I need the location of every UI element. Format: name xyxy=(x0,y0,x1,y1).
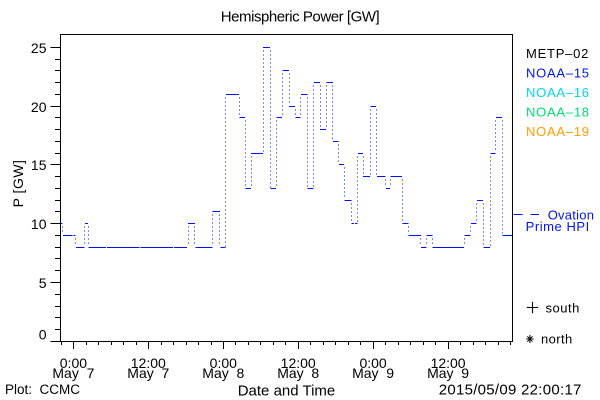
svg-text:May 8: May 8 xyxy=(277,365,319,381)
svg-text:Hemispheric Power [GW]: Hemispheric Power [GW] xyxy=(221,9,380,26)
svg-text:May 9: May 9 xyxy=(352,365,394,381)
svg-text:10: 10 xyxy=(31,216,47,232)
svg-text:25: 25 xyxy=(31,40,47,56)
svg-text:Date and Time: Date and Time xyxy=(238,383,336,400)
svg-text:NOAA–15: NOAA–15 xyxy=(526,66,590,81)
svg-text:5: 5 xyxy=(39,275,47,291)
svg-text:METP–02: METP–02 xyxy=(526,46,589,61)
svg-text:2015/05/09 22:00:17: 2015/05/09 22:00:17 xyxy=(439,382,582,399)
svg-text:Prime HPI: Prime HPI xyxy=(526,219,590,234)
svg-text:May 7: May 7 xyxy=(127,365,169,381)
svg-text:12:00: 12:00 xyxy=(431,355,466,371)
svg-text:May 8: May 8 xyxy=(202,365,244,381)
svg-text:south: south xyxy=(546,301,580,316)
svg-text:Plot: CCMC: Plot: CCMC xyxy=(5,382,80,397)
svg-text:May 9: May 9 xyxy=(427,365,469,381)
svg-text:20: 20 xyxy=(31,99,47,115)
svg-text:0:00: 0:00 xyxy=(60,355,87,371)
svg-text:12:00: 12:00 xyxy=(131,355,166,371)
svg-text:15: 15 xyxy=(31,157,47,173)
svg-text:12:00: 12:00 xyxy=(281,355,316,371)
svg-text:NOAA–18: NOAA–18 xyxy=(526,105,590,120)
svg-text:May 7: May 7 xyxy=(52,365,94,381)
svg-text:P [GW]: P [GW] xyxy=(10,160,26,208)
svg-text:Ovation: Ovation xyxy=(548,208,595,223)
svg-text:0:00: 0:00 xyxy=(359,355,386,371)
svg-text:0: 0 xyxy=(39,327,47,343)
svg-text:north: north xyxy=(541,332,573,347)
svg-text:0:00: 0:00 xyxy=(210,355,237,371)
svg-text:NOAA–19: NOAA–19 xyxy=(526,124,590,139)
svg-text:NOAA–16: NOAA–16 xyxy=(526,85,590,100)
